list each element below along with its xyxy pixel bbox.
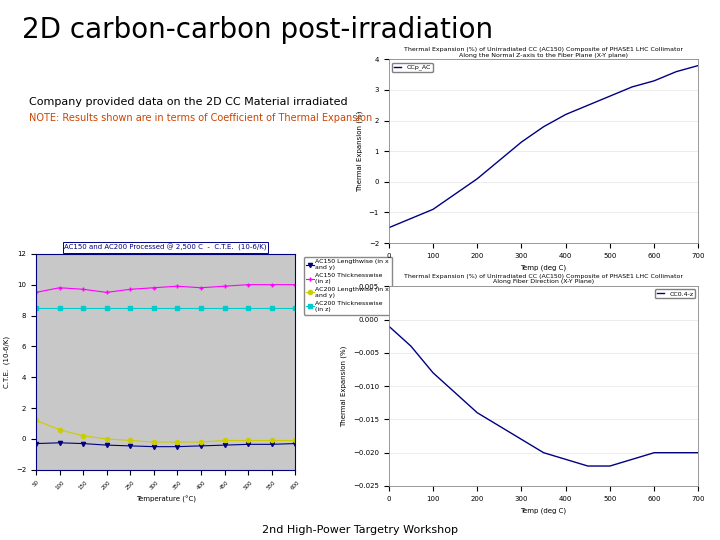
AC150 Thicknesswise
(in z) (197, 285, 205, 291)
AC200 Thicknesswise
(in z) (173, 305, 181, 311)
AC200 Thicknesswise
(in z) (32, 305, 40, 311)
AC200 Lengthwise (in x
and y) (267, 437, 276, 444)
AC200 Lengthwise (in x
and y) (173, 439, 181, 446)
Line: AC200 Thicknesswise
(in z): AC200 Thicknesswise (in z) (34, 306, 297, 310)
Title: Thermal Expansion (%) of Unirradiated CC (AC150) Composite of PHASE1 LHC Collima: Thermal Expansion (%) of Unirradiated CC… (404, 274, 683, 285)
AC200 Lengthwise (in x
and y) (244, 437, 253, 444)
AC200 Thicknesswise
(in z) (244, 305, 253, 311)
AC200 Thicknesswise
(in z) (55, 305, 64, 311)
AC200 Thicknesswise
(in z) (126, 305, 135, 311)
Legend: CC0.4-z: CC0.4-z (655, 289, 696, 299)
AC200 Thicknesswise
(in z) (267, 305, 276, 311)
AC200 Thicknesswise
(in z) (78, 305, 87, 311)
AC150 Thicknesswise
(in z) (220, 283, 229, 289)
AC150 Lengthwise (in x
and y) (173, 443, 181, 450)
AC200 Lengthwise (in x
and y) (291, 437, 300, 444)
AC150 Thicknesswise
(in z) (102, 289, 111, 295)
AC150 Lengthwise (in x
and y) (291, 440, 300, 447)
Legend: CCp_AC: CCp_AC (392, 63, 433, 72)
X-axis label: Temp (deg C): Temp (deg C) (521, 507, 567, 514)
AC200 Thicknesswise
(in z) (291, 305, 300, 311)
AC150 Lengthwise (in x
and y) (244, 441, 253, 448)
AC200 Lengthwise (in x
and y) (126, 437, 135, 444)
Line: AC200 Lengthwise (in x
and y): AC200 Lengthwise (in x and y) (34, 418, 297, 444)
AC150 Lengthwise (in x
and y) (220, 442, 229, 448)
AC150 Lengthwise (in x
and y) (267, 441, 276, 448)
AC150 Thicknesswise
(in z) (126, 286, 135, 293)
Legend: AC150 Lengthwise (in x
and y), AC150 Thicknesswise
(in z), AC200 Lengthwise (in : AC150 Lengthwise (in x and y), AC150 Thi… (304, 257, 392, 314)
Text: 2D carbon-carbon post-irradiation: 2D carbon-carbon post-irradiation (22, 16, 492, 44)
Text: 2nd High-Power Targetry Workshop: 2nd High-Power Targetry Workshop (262, 524, 458, 535)
AC200 Thicknesswise
(in z) (150, 305, 158, 311)
AC150 Thicknesswise
(in z) (267, 281, 276, 288)
AC150 Thicknesswise
(in z) (173, 283, 181, 289)
Text: NOTE: Results shown are in terms of Coefficient of Thermal Expansion: NOTE: Results shown are in terms of Coef… (29, 113, 372, 124)
AC150 Lengthwise (in x
and y) (32, 440, 40, 447)
AC150 Thicknesswise
(in z) (244, 281, 253, 288)
AC150 Thicknesswise
(in z) (150, 285, 158, 291)
AC150 Lengthwise (in x
and y) (55, 440, 64, 446)
AC150 Thicknesswise
(in z) (78, 286, 87, 293)
AC150 Lengthwise (in x
and y) (78, 440, 87, 447)
AC200 Lengthwise (in x
and y) (220, 437, 229, 444)
Y-axis label: C.T.E.  (10-6/K): C.T.E. (10-6/K) (4, 336, 11, 388)
Y-axis label: Thermal Expansion (%): Thermal Expansion (%) (341, 346, 347, 427)
X-axis label: Temp (deg C): Temp (deg C) (521, 264, 567, 271)
Line: AC150 Thicknesswise
(in z): AC150 Thicknesswise (in z) (34, 282, 297, 294)
X-axis label: Temperature (°C): Temperature (°C) (135, 496, 196, 503)
AC150 Lengthwise (in x
and y) (197, 443, 205, 449)
AC200 Lengthwise (in x
and y) (55, 427, 64, 433)
AC200 Lengthwise (in x
and y) (150, 439, 158, 446)
AC150 Thicknesswise
(in z) (32, 289, 40, 295)
AC200 Lengthwise (in x
and y) (102, 436, 111, 442)
AC150 Thicknesswise
(in z) (291, 281, 300, 288)
AC200 Thicknesswise
(in z) (197, 305, 205, 311)
AC150 Lengthwise (in x
and y) (102, 442, 111, 448)
Title: AC150 and AC200 Processed @ 2,500 C  -  C.T.E.  (10-6/K): AC150 and AC200 Processed @ 2,500 C - C.… (64, 244, 267, 251)
AC200 Lengthwise (in x
and y) (78, 433, 87, 439)
AC150 Lengthwise (in x
and y) (126, 443, 135, 449)
AC200 Lengthwise (in x
and y) (197, 439, 205, 446)
AC150 Lengthwise (in x
and y) (150, 443, 158, 450)
AC200 Lengthwise (in x
and y) (32, 417, 40, 424)
AC200 Thicknesswise
(in z) (102, 305, 111, 311)
Line: AC150 Lengthwise (in x
and y): AC150 Lengthwise (in x and y) (34, 441, 297, 449)
Title: Thermal Expansion (%) of Unirradiated CC (AC150) Composite of PHASE1 LHC Collima: Thermal Expansion (%) of Unirradiated CC… (404, 47, 683, 58)
AC200 Thicknesswise
(in z) (220, 305, 229, 311)
Text: Company provided data on the 2D CC Material irradiated: Company provided data on the 2D CC Mater… (29, 97, 348, 107)
AC150 Thicknesswise
(in z) (55, 285, 64, 291)
Y-axis label: Thermal Expansion (%): Thermal Expansion (%) (356, 111, 363, 192)
